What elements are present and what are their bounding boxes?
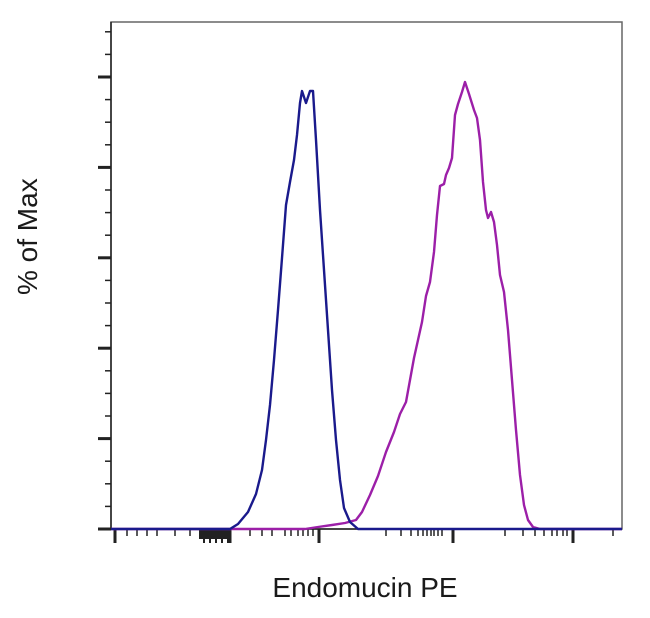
sample-histogram-line bbox=[111, 80, 622, 531]
y-axis-label: % of Max bbox=[12, 178, 43, 295]
plot-frame bbox=[110, 21, 623, 530]
x-axis-label: Endomucin PE bbox=[272, 572, 458, 603]
x-axis-ticks bbox=[113, 529, 614, 543]
y-axis-ticks bbox=[98, 31, 111, 531]
histogram-series bbox=[111, 80, 622, 531]
control-histogram-line bbox=[111, 89, 622, 531]
